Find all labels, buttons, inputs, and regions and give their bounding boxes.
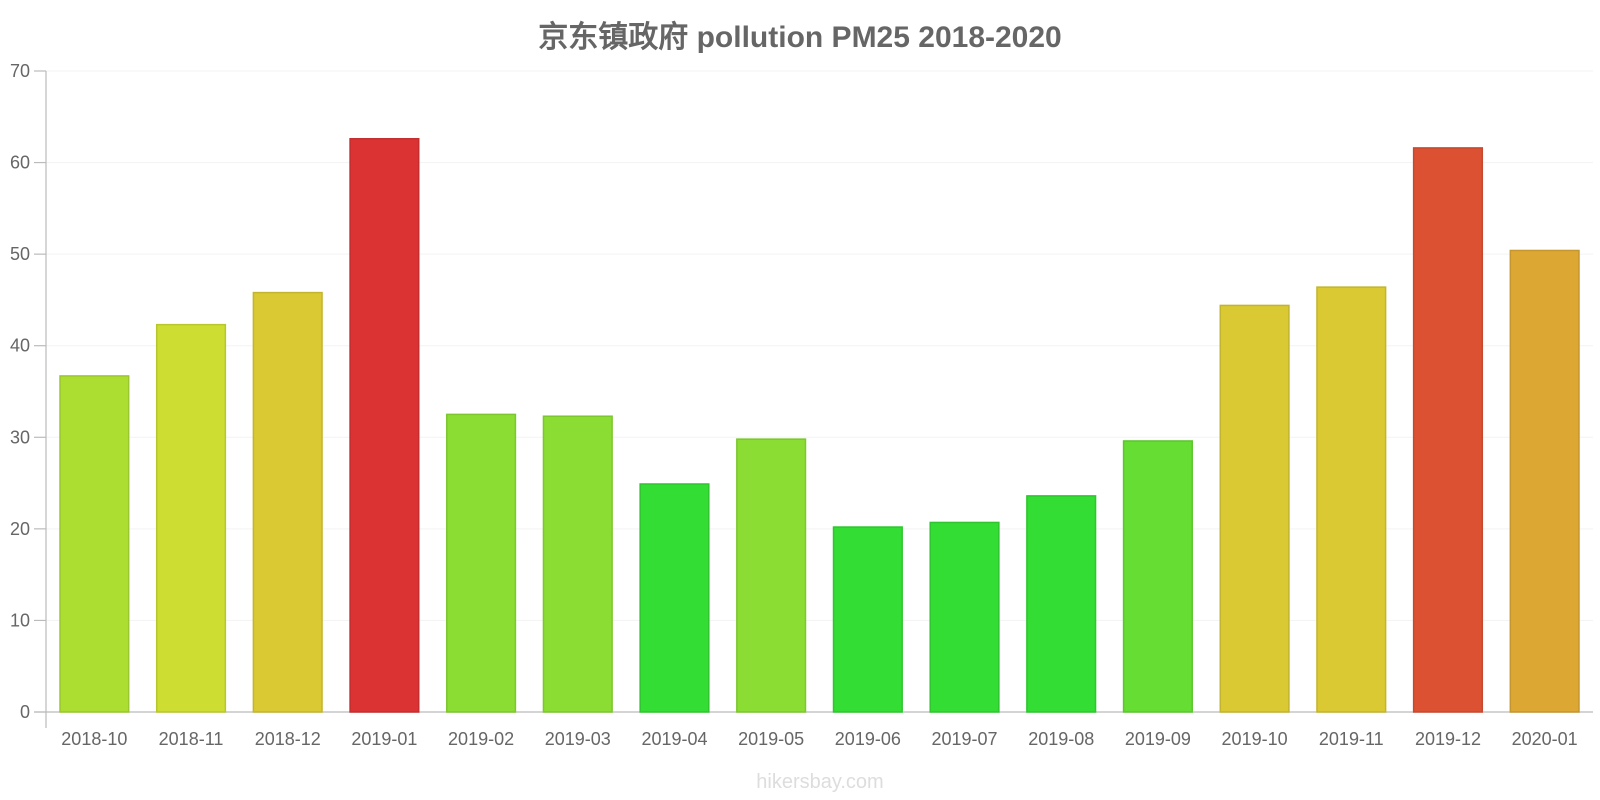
y-tick-label: 0	[20, 702, 30, 722]
bar-2019-07	[929, 521, 1000, 713]
bar-2018-12	[252, 291, 323, 713]
bar-2019-04	[639, 483, 710, 713]
bar-2019-06	[832, 526, 903, 713]
y-tick-label: 70	[10, 61, 30, 81]
x-tick-label: 2019-10	[1222, 729, 1288, 749]
x-tick-label: 2018-12	[255, 729, 321, 749]
x-tick-label: 2019-09	[1125, 729, 1191, 749]
watermark: hikersbay.com	[756, 771, 883, 793]
axis-labels: 0 10 20 30 40 50 60 70 2018-10 2018-11 2018-12 2019…	[10, 61, 1578, 749]
x-tick-label: 2019-01	[351, 729, 417, 749]
x-tick-label: 2019-07	[931, 729, 997, 749]
y-tick-label: 60	[10, 153, 30, 173]
x-tick-label: 2019-03	[545, 729, 611, 749]
bars	[59, 138, 1580, 713]
y-tick-label: 10	[10, 610, 30, 630]
bar-2018-10	[59, 375, 130, 713]
x-tick-label: 2019-08	[1028, 729, 1094, 749]
bar-2019-12	[1412, 147, 1484, 713]
bar-2020-01	[1509, 249, 1580, 713]
y-tick-label: 50	[10, 244, 30, 264]
y-tick-label: 30	[10, 427, 30, 447]
bar-2019-05	[736, 438, 807, 713]
x-tick-label: 2019-11	[1319, 729, 1384, 749]
bar-2019-11	[1316, 286, 1387, 713]
bar-2019-10	[1219, 304, 1290, 713]
x-tick-label: 2019-06	[835, 729, 901, 749]
x-tick-label: 2018-11	[159, 729, 224, 749]
bar-2019-09	[1122, 440, 1193, 713]
chart-title: 京东镇政府 pollution PM25 2018-2020	[538, 20, 1061, 54]
y-tick-label: 20	[10, 519, 30, 539]
x-tick-label: 2019-02	[448, 729, 514, 749]
x-tick-label: 2019-04	[641, 729, 707, 749]
bar-2018-11	[155, 323, 227, 713]
y-tick-label: 40	[10, 336, 30, 356]
bar-2019-02	[446, 413, 517, 713]
x-tick-label: 2019-12	[1415, 729, 1481, 749]
bar-2019-01	[349, 138, 420, 713]
x-tick-label: 2020-01	[1512, 729, 1578, 749]
x-tick-label: 2019-05	[738, 729, 804, 749]
x-tick-label: 2018-10	[61, 729, 127, 749]
bar-2019-03	[542, 415, 613, 713]
bar-2019-08	[1026, 495, 1097, 713]
